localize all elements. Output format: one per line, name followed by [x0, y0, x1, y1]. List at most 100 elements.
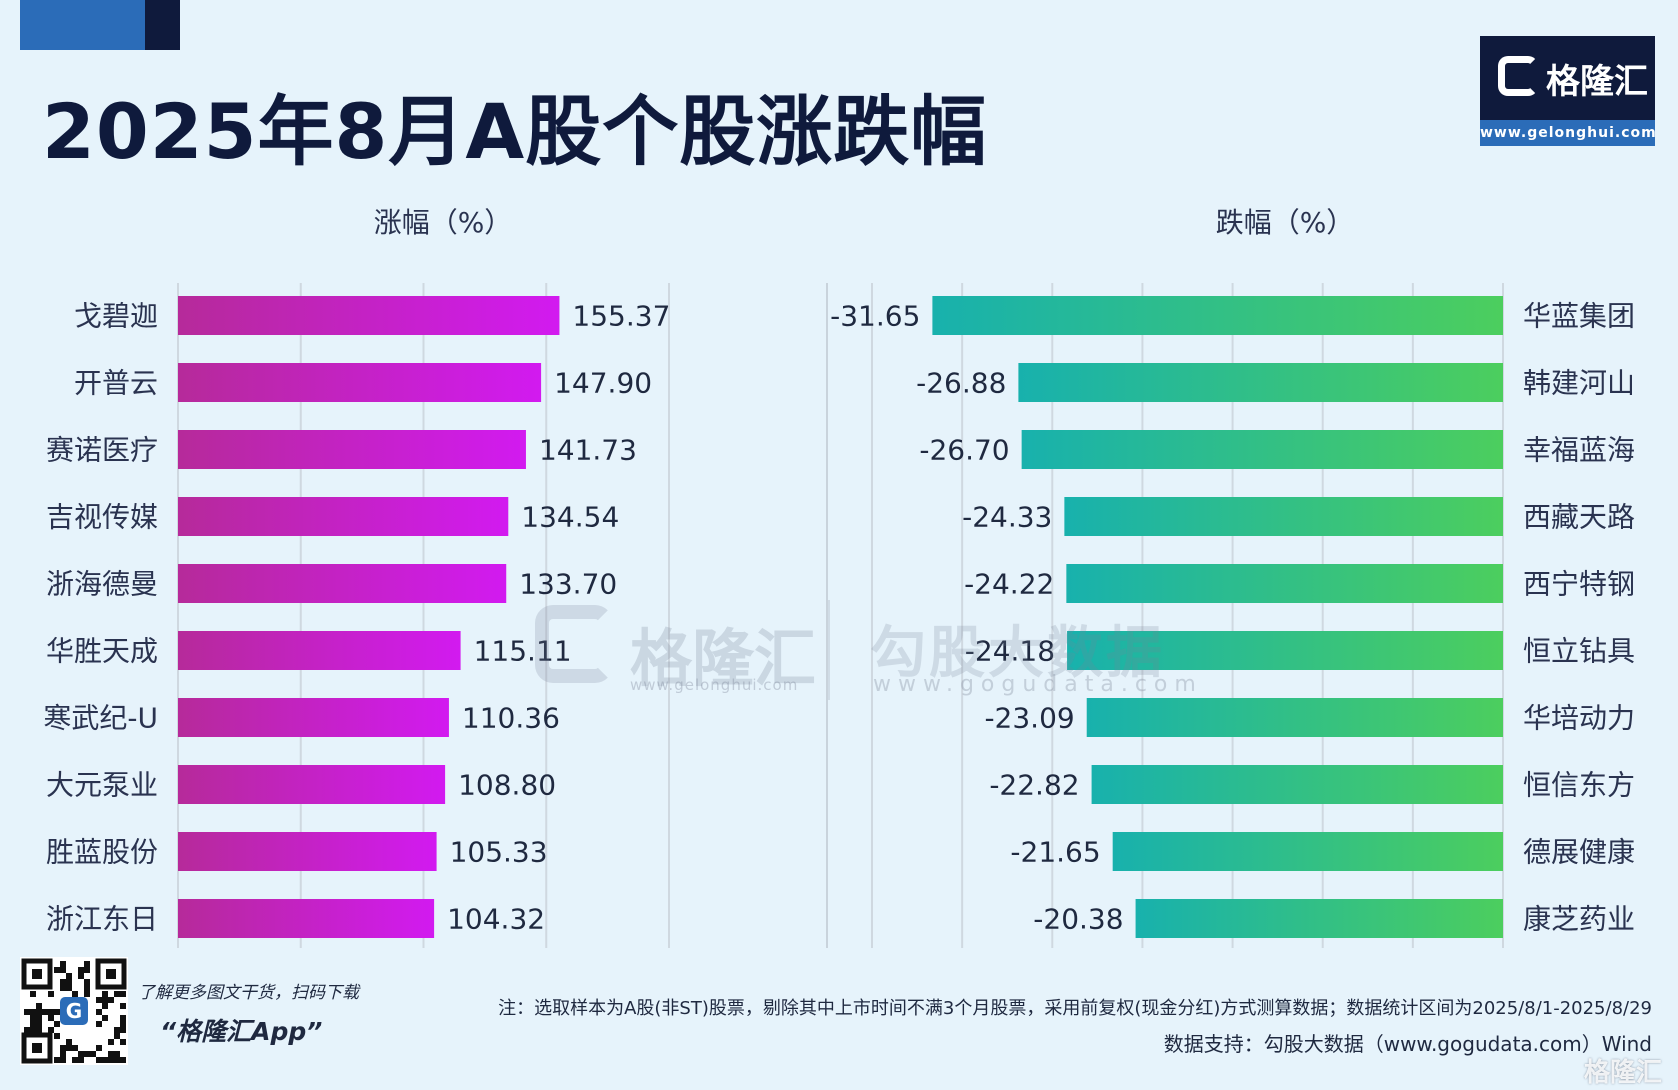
- qr-module: [114, 1051, 120, 1057]
- brand-logo-url: www.gelonghui.com: [1480, 120, 1656, 146]
- gain-category-label: 浙海德曼: [46, 568, 158, 601]
- qr-module: [48, 1015, 54, 1021]
- qr-module: [24, 1009, 30, 1015]
- qr-module: [108, 1057, 114, 1063]
- qr-module: [102, 997, 108, 1003]
- loss-value-label: -24.22: [964, 568, 1054, 601]
- qr-module: [108, 1051, 114, 1057]
- qr-module: [60, 961, 66, 967]
- qr-module: [30, 1021, 36, 1027]
- loss-series: 华蓝集团 -31.65 韩建河山 -26.88 幸福蓝海 -26.70 西藏天路 -24.33…: [830, 296, 1635, 938]
- loss-category-label: 幸福蓝海: [1523, 434, 1635, 467]
- qr-module: [60, 1057, 66, 1063]
- qr-module: [48, 991, 54, 997]
- gain-value-label: 141.73: [539, 434, 637, 467]
- qr-module: [114, 1057, 120, 1063]
- qr-module: [60, 985, 66, 991]
- gain-bar: [178, 363, 542, 402]
- gain-value-label: 104.32: [447, 903, 545, 936]
- loss-bar: [932, 296, 1503, 335]
- qr-module: [36, 1009, 42, 1015]
- qr-module: [84, 985, 90, 991]
- gain-bar: [178, 497, 509, 536]
- loss-bar: [1067, 631, 1503, 670]
- corner-accent-navy: [145, 0, 180, 50]
- gain-value-label: 105.33: [450, 836, 548, 869]
- qr-module: [102, 1003, 108, 1009]
- gain-value-label: 155.37: [572, 300, 670, 333]
- qr-module: [114, 1033, 120, 1039]
- qr-module: [84, 1051, 90, 1057]
- loss-value-label: -20.38: [1033, 903, 1123, 936]
- brand-logo: 格隆汇 www.gelonghui.com: [1480, 36, 1656, 146]
- qr-module: [36, 1003, 42, 1009]
- loss-bar: [1112, 832, 1503, 871]
- qr-module: [120, 1039, 126, 1045]
- qr-module: [42, 1009, 48, 1015]
- gain-axis-title: 涨幅（%）: [374, 206, 513, 239]
- loss-value-label: -26.88: [916, 367, 1006, 400]
- qr-module: [108, 997, 114, 1003]
- qr-module: [78, 967, 84, 973]
- gelonghui-watermark-icon: [535, 605, 613, 683]
- qr-module: [72, 1057, 78, 1063]
- loss-axis-title: 跌幅（%）: [1216, 206, 1355, 239]
- gain-bar: [178, 765, 446, 804]
- qr-module: [48, 1027, 54, 1033]
- qr-module: [30, 1009, 36, 1015]
- promo-text: 了解更多图文干货，扫码下载: [138, 983, 359, 1003]
- loss-category-label: 西藏天路: [1523, 501, 1635, 534]
- loss-category-label: 康芝药业: [1523, 903, 1635, 936]
- gain-category-label: 吉视传媒: [46, 501, 158, 534]
- loss-value-label: -24.18: [965, 635, 1055, 668]
- qr-module: [66, 1039, 72, 1045]
- corner-accent-blue: [20, 0, 145, 50]
- qr-module: [54, 1033, 60, 1039]
- brand-logo-icon: [1498, 56, 1538, 96]
- gain-bar: [178, 899, 435, 938]
- gain-value-label: 147.90: [554, 367, 652, 400]
- promo-app-name: “格隆汇App”: [160, 1017, 323, 1046]
- data-source: 数据支持：勾股大数据（www.gogudata.com）Wind: [1163, 1032, 1652, 1056]
- qr-module: [108, 1039, 114, 1045]
- loss-value-label: -23.09: [984, 702, 1074, 735]
- gelonghui-watermark: 格隆汇: [630, 622, 817, 695]
- gain-value-label: 115.11: [474, 635, 572, 668]
- gain-category-label: 赛诺医疗: [46, 434, 158, 467]
- qr-module: [60, 1051, 66, 1057]
- loss-bar: [1086, 698, 1503, 737]
- gain-bar: [178, 832, 437, 871]
- qr-module: [102, 1057, 108, 1063]
- qr-module: [114, 1027, 120, 1033]
- qr-module: [78, 973, 84, 979]
- qr-code[interactable]: G: [20, 957, 128, 1065]
- loss-bar: [1135, 899, 1503, 938]
- qr-module: [120, 1021, 126, 1027]
- gain-category-label: 胜蓝股份: [46, 836, 158, 869]
- qr-module: [120, 991, 126, 997]
- loss-value-label: -31.65: [830, 300, 920, 333]
- gain-bar: [178, 564, 507, 603]
- qr-module: [120, 1003, 126, 1009]
- gain-category-label: 戈碧迦: [74, 300, 158, 333]
- qr-module: [54, 967, 60, 973]
- loss-category-label: 华培动力: [1523, 702, 1635, 735]
- qr-module: [72, 1045, 78, 1051]
- gain-bar: [178, 296, 560, 335]
- gain-category-label: 浙江东日: [46, 903, 158, 936]
- qr-module: [36, 1021, 42, 1027]
- qr-module: [30, 1027, 36, 1033]
- qr-module: [66, 973, 72, 979]
- loss-category-label: 韩建河山: [1523, 367, 1635, 400]
- gain-category-label: 开普云: [74, 367, 158, 400]
- qr-module: [30, 991, 36, 997]
- qr-module: [72, 991, 78, 997]
- qr-module: [24, 1027, 30, 1033]
- qr-module: [114, 991, 120, 997]
- qr-module: [84, 979, 90, 985]
- qr-module: [54, 1009, 60, 1015]
- loss-value-label: -21.65: [1010, 836, 1100, 869]
- gain-loss-chart: 涨幅（%） 跌幅（%） 戈碧迦 155.37 开普云 147.90 赛诺医疗 141.73…: [43, 206, 1635, 948]
- qr-module: [96, 1009, 102, 1015]
- qr-module: [84, 967, 90, 973]
